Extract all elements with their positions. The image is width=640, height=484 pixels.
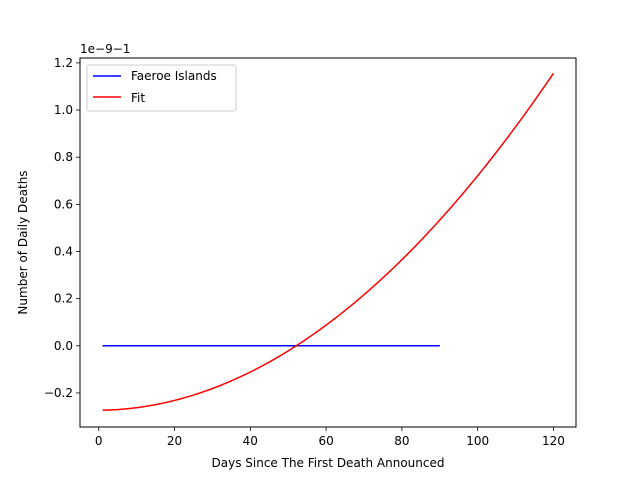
legend: Faeroe Islands Fit bbox=[86, 64, 237, 112]
x-axis-label: Days Since The First Death Announced bbox=[212, 456, 445, 470]
legend-label-faeroe-islands: Faeroe Islands bbox=[131, 69, 217, 83]
y-tick-label: 0.2 bbox=[54, 292, 73, 306]
y-tick-label: 1.0 bbox=[54, 103, 73, 117]
x-tick-label: 120 bbox=[542, 434, 565, 448]
plot-lines bbox=[102, 72, 555, 411]
x-tick-label: 80 bbox=[394, 434, 409, 448]
x-tick-label: 60 bbox=[318, 434, 333, 448]
y-tick-label: 0.4 bbox=[54, 244, 73, 258]
y-tick-label: 1.2 bbox=[54, 56, 73, 70]
series-line-fit bbox=[102, 72, 555, 411]
x-tick-label: 40 bbox=[243, 434, 258, 448]
y-tick-label: −0.2 bbox=[44, 386, 73, 400]
x-axis-ticks: 0 20 40 60 80 100 120 bbox=[95, 427, 565, 448]
legend-label-fit: Fit bbox=[131, 91, 145, 105]
x-tick-label: 100 bbox=[466, 434, 489, 448]
y-tick-label: 0.6 bbox=[54, 197, 73, 211]
legend-box bbox=[86, 64, 237, 112]
x-tick-label: 0 bbox=[95, 434, 103, 448]
y-tick-label: 0.0 bbox=[54, 339, 73, 353]
y-axis-label: Number of Daily Deaths bbox=[16, 170, 30, 314]
y-axis-offset-text: 1e−9−1 bbox=[80, 42, 130, 56]
y-axis-ticks: −0.2 0.0 0.2 0.4 0.6 0.8 1.0 1.2 bbox=[44, 56, 80, 400]
y-tick-label: 0.8 bbox=[54, 150, 73, 164]
x-tick-label: 20 bbox=[167, 434, 182, 448]
plot-frame bbox=[79, 57, 577, 428]
